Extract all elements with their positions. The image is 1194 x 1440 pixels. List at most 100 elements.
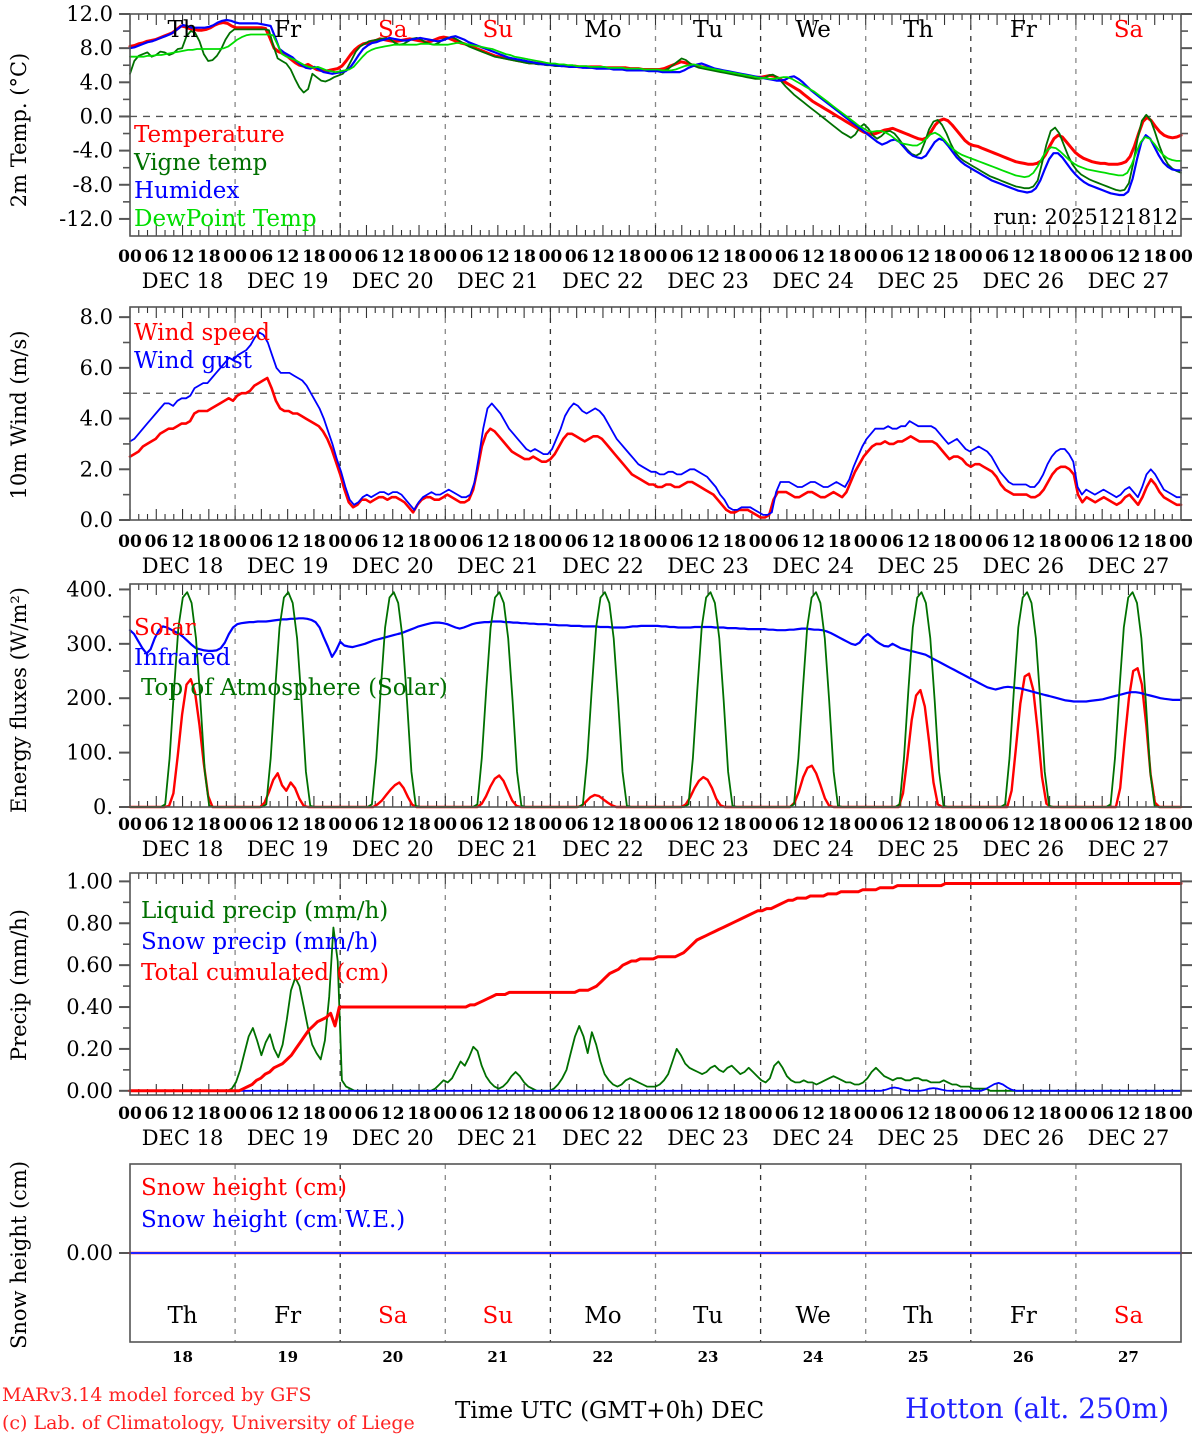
day-label: DEC 18 [142, 837, 224, 861]
day-of-week-label: Th [903, 17, 933, 43]
day-label: DEC 22 [562, 554, 644, 578]
hour-tick-label: 00 [118, 247, 142, 267]
y-tick-label: 12.0 [66, 2, 113, 26]
hour-tick-label: 00 [959, 247, 983, 267]
hour-tick-label: 06 [670, 532, 694, 552]
day-label: DEC 22 [562, 837, 644, 861]
hour-tick-label: 06 [565, 815, 589, 835]
hour-tick-label: 18 [1143, 247, 1167, 267]
hour-tick-label: 12 [1117, 1104, 1141, 1124]
hour-tick-label: 18 [1143, 1104, 1167, 1124]
hour-tick-label: 18 [933, 247, 957, 267]
hour-tick-label: 00 [1169, 532, 1193, 552]
site-title: Hotton (alt. 250m) [905, 1392, 1170, 1425]
hour-tick-label: 12 [591, 532, 615, 552]
energy-y-axis-label: Energy fluxes (W/m²) [7, 587, 31, 813]
hour-tick-label: 06 [460, 815, 484, 835]
day-of-week-label: Fr [1010, 1303, 1037, 1329]
snow-height-legend: Snow height (cm) Snow height (cm W.E.) [141, 1175, 405, 1233]
legend-total-cumulated: Total cumulated (cm) [141, 960, 389, 986]
y-tick-label: 4.0 [80, 407, 113, 431]
footer-model-line: MARv3.14 model forced by GFS [2, 1384, 312, 1406]
day-number-label: 20 [382, 1348, 403, 1366]
hour-tick-label: 00 [749, 247, 773, 267]
run-label: run: 2025121812 [994, 205, 1178, 229]
hour-tick-label: 12 [906, 247, 930, 267]
day-of-week-label: Fr [274, 17, 301, 43]
hour-tick-label: 00 [539, 815, 563, 835]
day-label: DEC 18 [142, 269, 224, 293]
hour-tick-label: 00 [328, 247, 352, 267]
footer-copyright-line: (c) Lab. of Climatology, University of L… [2, 1412, 415, 1434]
hour-tick-label: 00 [223, 1104, 247, 1124]
day-label: DEC 25 [877, 837, 959, 861]
hour-tick-label: 12 [801, 1104, 825, 1124]
hour-tick-label: 12 [381, 815, 405, 835]
wind-legend: Wind speed Wind gust [134, 320, 270, 374]
precip-plot: 1.00 0.80 0.60 0.40 0.20 0.00 [66, 869, 1192, 1103]
hour-tick-label: 00 [644, 1104, 668, 1124]
hour-tick-label: 06 [880, 1104, 904, 1124]
day-label: DEC 26 [983, 1126, 1065, 1150]
hour-tick-label: 18 [828, 1104, 852, 1124]
hour-tick-label: 18 [1143, 815, 1167, 835]
day-label: DEC 26 [983, 837, 1065, 861]
energy-chart-svg: 400.300.200.100.0. Energy fluxes (W/m²) … [7, 577, 1193, 861]
wind-plot: 8.0 6.0 4.0 2.0 0.0 [80, 305, 1192, 532]
energy-x-axis: 00 06 12 18 00 06 12 18 00 06 12 18 00 06 12 18 00 06 12 18… [118, 815, 1193, 861]
hour-tick-label: 00 [854, 532, 878, 552]
hour-tick-label: 06 [670, 815, 694, 835]
hour-tick-label: 18 [828, 247, 852, 267]
hour-tick-label: 12 [906, 532, 930, 552]
hour-tick-label: 12 [906, 1104, 930, 1124]
hour-tick-label: 06 [355, 815, 379, 835]
day-label: DEC 22 [562, 1126, 644, 1150]
day-of-week-label: Su [483, 17, 514, 43]
legend-wind-gust: Wind gust [134, 348, 253, 374]
snow-height-chart-svg: 0.00 Snow height (cm) Snow height (cm) S… [7, 1161, 1192, 1366]
day-of-week-label: Sa [1114, 1303, 1144, 1329]
hour-tick-label: 18 [1038, 247, 1062, 267]
y-tick-label: -4.0 [73, 139, 114, 163]
legend-snow-precip: Snow precip (mm/h) [141, 929, 378, 955]
hour-tick-label: 18 [512, 1104, 536, 1124]
y-tick-label: 0.40 [66, 995, 113, 1019]
hour-tick-label: 18 [722, 247, 746, 267]
hour-tick-label: 18 [407, 532, 431, 552]
hour-tick-label: 12 [801, 815, 825, 835]
panel-precip: 1.00 0.80 0.60 0.40 0.20 0.00 Precip (mm/h) L… [0, 855, 1194, 1150]
legend-temperature: Temperature [134, 122, 285, 148]
hour-tick-label: 18 [722, 815, 746, 835]
hour-tick-label: 12 [276, 815, 300, 835]
y-tick-label: 0.0 [80, 104, 113, 128]
hour-tick-label: 00 [118, 815, 142, 835]
day-of-week-label: Mo [584, 17, 621, 43]
y-tick-label: 6.0 [80, 356, 113, 380]
legend-snow-height-we: Snow height (cm W.E.) [141, 1207, 405, 1233]
series-dewpoint-temp [129, 33, 1182, 179]
hour-tick-label: 00 [1169, 247, 1193, 267]
series-wind-speed [128, 376, 1183, 519]
hour-tick-label: 12 [1012, 247, 1036, 267]
day-label: DEC 23 [667, 1126, 749, 1150]
time-axis-title: Time UTC (GMT+0h) DEC [455, 1398, 765, 1424]
hour-tick-label: 12 [171, 247, 195, 267]
precip-y-axis-label: Precip (mm/h) [7, 909, 31, 1061]
hour-tick-label: 06 [1090, 1104, 1114, 1124]
hour-tick-label: 12 [1117, 532, 1141, 552]
hour-tick-label: 12 [1012, 532, 1036, 552]
hour-tick-label: 06 [460, 247, 484, 267]
day-label: DEC 19 [247, 269, 329, 293]
hour-tick-label: 18 [302, 815, 326, 835]
legend-infrared: Infrared [134, 645, 231, 671]
plot-frame [129, 1163, 1182, 1343]
hour-tick-label: 06 [250, 532, 274, 552]
hour-tick-label: 12 [591, 1104, 615, 1124]
hour-tick-label: 18 [1038, 532, 1062, 552]
day-number-label: 23 [698, 1348, 719, 1366]
series-humidex [128, 18, 1183, 197]
legend-dewpoint-temp: DewPoint Temp [134, 206, 317, 232]
plot-frame [129, 306, 1182, 521]
hour-tick-label: 00 [433, 532, 457, 552]
hour-tick-label: 06 [670, 247, 694, 267]
